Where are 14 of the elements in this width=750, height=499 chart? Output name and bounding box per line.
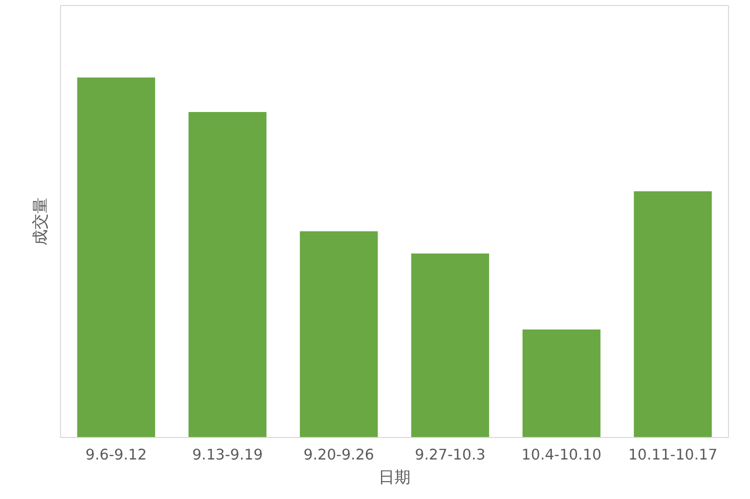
bar: [300, 231, 378, 438]
bar: [634, 191, 712, 438]
bar: [77, 78, 156, 438]
x-axis-title: 日期: [378, 468, 410, 486]
bar: [522, 330, 600, 438]
x-tick-label: 9.6-9.12: [86, 446, 147, 464]
bar: [188, 112, 266, 438]
x-tick-label: 10.11-10.17: [628, 446, 718, 464]
y-axis-title: 成交量: [30, 198, 50, 246]
x-tick-label: 10.4-10.10: [522, 446, 602, 464]
bar: [411, 254, 490, 438]
x-tick-label: 9.27-10.3: [414, 446, 486, 464]
x-tick-label: 9.20-9.26: [304, 446, 374, 464]
x-tick-label: 9.13-9.19: [192, 446, 263, 464]
